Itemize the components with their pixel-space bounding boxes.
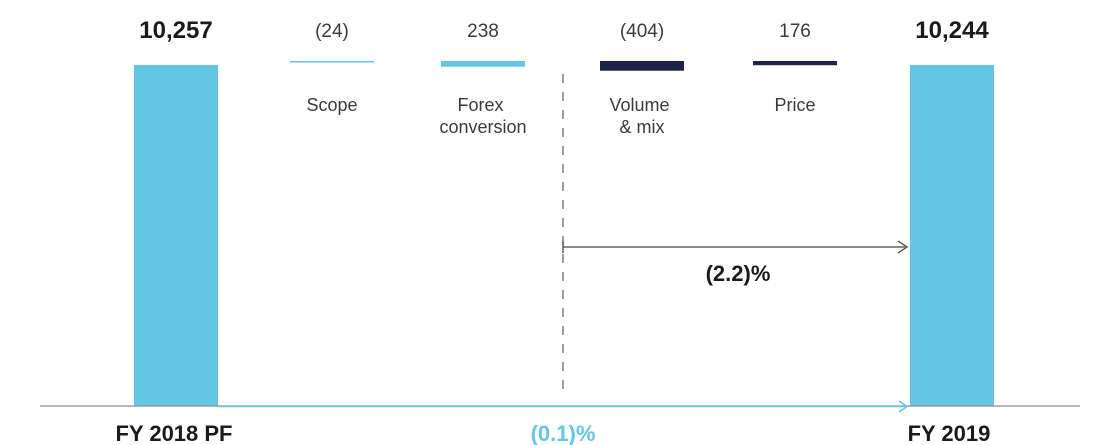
category-label-line: Scope — [306, 95, 357, 115]
step-marker-volume-mix — [600, 61, 684, 71]
category-label-line: Volume — [609, 95, 669, 115]
category-label-line: conversion — [439, 117, 526, 137]
category-label-price: Price — [774, 95, 815, 115]
bar-fy-2018-pf — [134, 65, 218, 406]
category-label-forex-conversion: Forex conversion — [439, 95, 526, 137]
step-marker-forex-conversion — [441, 61, 525, 67]
bar-fy-2019 — [910, 65, 994, 406]
category-label-line: Price — [774, 95, 815, 115]
value-label-scope: (24) — [315, 21, 349, 42]
step-marker-scope — [290, 61, 374, 63]
value-label-price: 176 — [779, 21, 811, 42]
value-label-fy-2019: 10,244 — [915, 17, 989, 44]
organic-change-label: (2.2)% — [706, 261, 771, 286]
category-label-line: Forex — [457, 95, 503, 115]
organic-change-arrowhead — [897, 240, 909, 254]
total-change-label: (0.1)% — [531, 421, 596, 445]
value-label-volume-mix: (404) — [620, 21, 664, 42]
category-label-volume-mix: Volume & mix — [609, 95, 674, 137]
category-label-scope: Scope — [306, 95, 357, 115]
value-label-forex-conversion: 238 — [467, 21, 499, 42]
value-label-fy-2018-pf: 10,257 — [139, 17, 212, 44]
category-label-fy-2018-pf: FY 2018 PF — [116, 421, 233, 445]
step-marker-price — [753, 61, 837, 66]
total-change-arrowhead — [898, 400, 909, 413]
category-label-fy-2019: FY 2019 — [908, 421, 991, 445]
category-label-line: & mix — [620, 117, 665, 137]
